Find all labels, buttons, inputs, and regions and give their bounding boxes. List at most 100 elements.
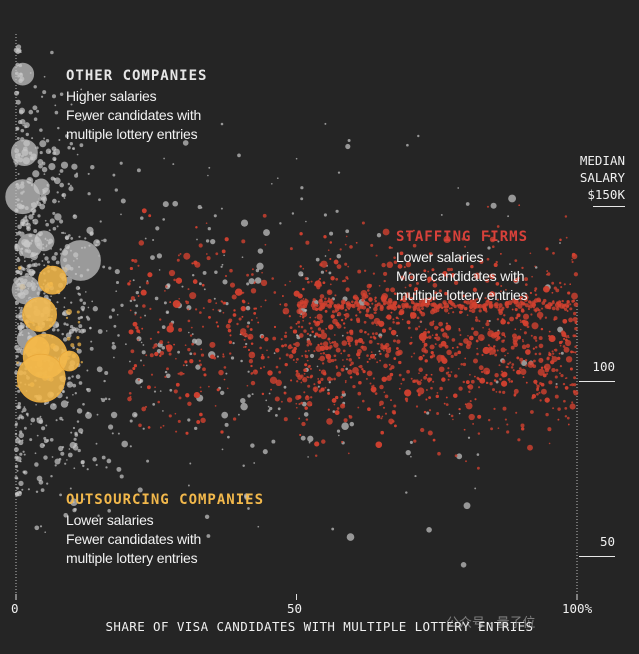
point-staffing <box>300 374 304 378</box>
point-staffing <box>454 296 457 298</box>
point-staffing <box>423 410 427 414</box>
point-staffing <box>509 361 512 364</box>
point-staffing <box>412 305 418 310</box>
point-staffing <box>440 328 445 332</box>
point-staffing <box>517 335 521 340</box>
point-staffing <box>359 364 363 369</box>
point-other <box>18 491 22 494</box>
point-other <box>273 352 276 355</box>
point-staffing <box>374 296 377 299</box>
point-staffing <box>454 454 458 458</box>
point-staffing <box>220 300 223 303</box>
point-staffing <box>488 304 493 309</box>
point-other <box>20 306 23 310</box>
point-other <box>120 198 126 204</box>
point-staffing <box>286 397 293 403</box>
point-staffing <box>224 237 229 242</box>
point-staffing <box>322 281 326 285</box>
point-staffing <box>392 321 395 324</box>
point-other <box>86 468 89 471</box>
point-staffing <box>429 321 435 327</box>
point-staffing <box>432 380 435 383</box>
point-other <box>66 381 73 388</box>
point-other <box>55 323 60 328</box>
point-other <box>121 440 129 448</box>
point-staffing <box>250 380 256 386</box>
point-staffing <box>344 262 348 266</box>
point-staffing <box>292 359 295 361</box>
point-other <box>15 126 20 131</box>
point-staffing <box>345 287 350 292</box>
point-staffing <box>419 320 422 323</box>
point-staffing <box>282 307 290 315</box>
point-other <box>163 157 165 160</box>
point-staffing <box>159 350 165 356</box>
point-other <box>17 224 22 230</box>
point-staffing <box>127 282 131 286</box>
point-other <box>456 453 463 460</box>
point-staffing <box>548 330 551 333</box>
point-other <box>56 191 59 194</box>
point-other <box>248 278 255 285</box>
point-staffing <box>393 292 396 295</box>
point-staffing <box>368 315 371 317</box>
point-staffing <box>382 302 386 306</box>
point-other <box>324 255 327 257</box>
point-staffing <box>287 345 292 350</box>
annotation-title: OUTSOURCING COMPANIES <box>66 492 265 508</box>
point-staffing <box>145 354 148 357</box>
point-staffing <box>312 298 316 302</box>
point-staffing <box>296 304 301 308</box>
point-staffing <box>249 328 253 331</box>
point-other <box>238 413 240 416</box>
point-staffing <box>157 331 160 334</box>
point-other <box>490 202 497 209</box>
point-staffing <box>380 417 383 420</box>
point-other <box>63 306 66 308</box>
point-staffing <box>308 322 311 325</box>
point-staffing <box>320 305 325 310</box>
point-staffing <box>162 424 165 427</box>
point-staffing <box>447 312 450 315</box>
point-other <box>60 240 101 281</box>
point-outsourcing <box>80 360 84 364</box>
point-staffing <box>361 298 364 302</box>
point-staffing <box>434 291 438 295</box>
point-staffing <box>333 377 336 381</box>
point-staffing <box>445 335 450 339</box>
point-other <box>70 301 73 304</box>
point-staffing <box>393 404 397 408</box>
point-other <box>23 426 27 430</box>
point-other <box>345 229 350 234</box>
point-staffing <box>169 301 172 303</box>
point-other <box>440 213 443 216</box>
point-staffing <box>520 423 525 428</box>
point-staffing <box>572 390 576 393</box>
point-other <box>98 198 101 202</box>
point-staffing <box>395 316 399 320</box>
point-other <box>142 344 145 346</box>
point-staffing <box>297 395 302 399</box>
point-other <box>112 173 116 177</box>
point-staffing <box>358 310 362 314</box>
point-staffing <box>529 252 532 255</box>
point-staffing <box>444 291 448 296</box>
point-staffing <box>407 326 411 330</box>
point-staffing <box>416 316 420 320</box>
point-other <box>75 330 78 333</box>
point-staffing <box>326 418 333 425</box>
point-staffing <box>560 374 564 378</box>
point-staffing <box>347 452 350 455</box>
point-staffing <box>185 300 190 305</box>
point-staffing <box>381 262 386 268</box>
point-staffing <box>413 229 415 232</box>
point-staffing <box>159 340 164 345</box>
point-staffing <box>322 341 329 347</box>
point-staffing <box>340 318 344 322</box>
point-staffing <box>178 396 182 400</box>
point-other <box>172 200 179 207</box>
point-staffing <box>538 357 544 363</box>
point-other <box>89 232 94 236</box>
point-staffing <box>502 390 506 395</box>
point-staffing <box>295 369 299 373</box>
